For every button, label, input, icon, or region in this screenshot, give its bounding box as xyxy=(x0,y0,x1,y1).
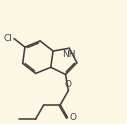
Text: Cl: Cl xyxy=(4,34,13,43)
Text: O: O xyxy=(69,113,76,122)
Text: O: O xyxy=(65,80,72,89)
Text: NH: NH xyxy=(62,50,76,59)
